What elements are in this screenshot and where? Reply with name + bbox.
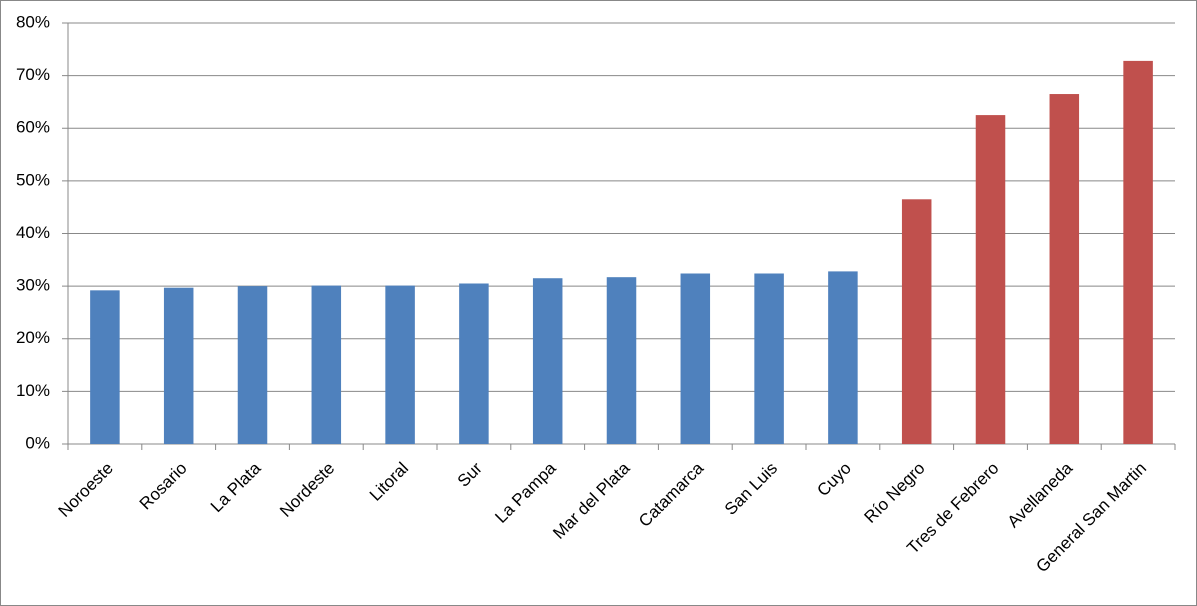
y-tick-label: 40% <box>16 223 50 242</box>
bar <box>606 277 637 444</box>
bar <box>237 286 268 444</box>
bar <box>828 271 858 444</box>
y-tick-label: 20% <box>16 328 50 347</box>
y-tick-label: 60% <box>16 118 50 137</box>
y-tick-label: 0% <box>25 433 50 452</box>
bar <box>90 290 120 444</box>
y-tick-label: 50% <box>16 170 50 189</box>
y-tick-label: 70% <box>16 65 50 84</box>
y-tick-label: 30% <box>16 276 50 295</box>
bar <box>532 278 563 444</box>
bar <box>163 287 194 444</box>
bar <box>680 273 711 444</box>
bar <box>459 283 489 444</box>
bar <box>385 285 415 444</box>
bar <box>1049 94 1080 444</box>
y-tick-label: 10% <box>16 381 50 400</box>
bar <box>754 273 784 444</box>
bar <box>311 285 342 444</box>
bar <box>901 199 932 444</box>
bar <box>975 115 1006 444</box>
bar <box>1123 60 1153 444</box>
y-tick-label: 80% <box>16 12 50 31</box>
